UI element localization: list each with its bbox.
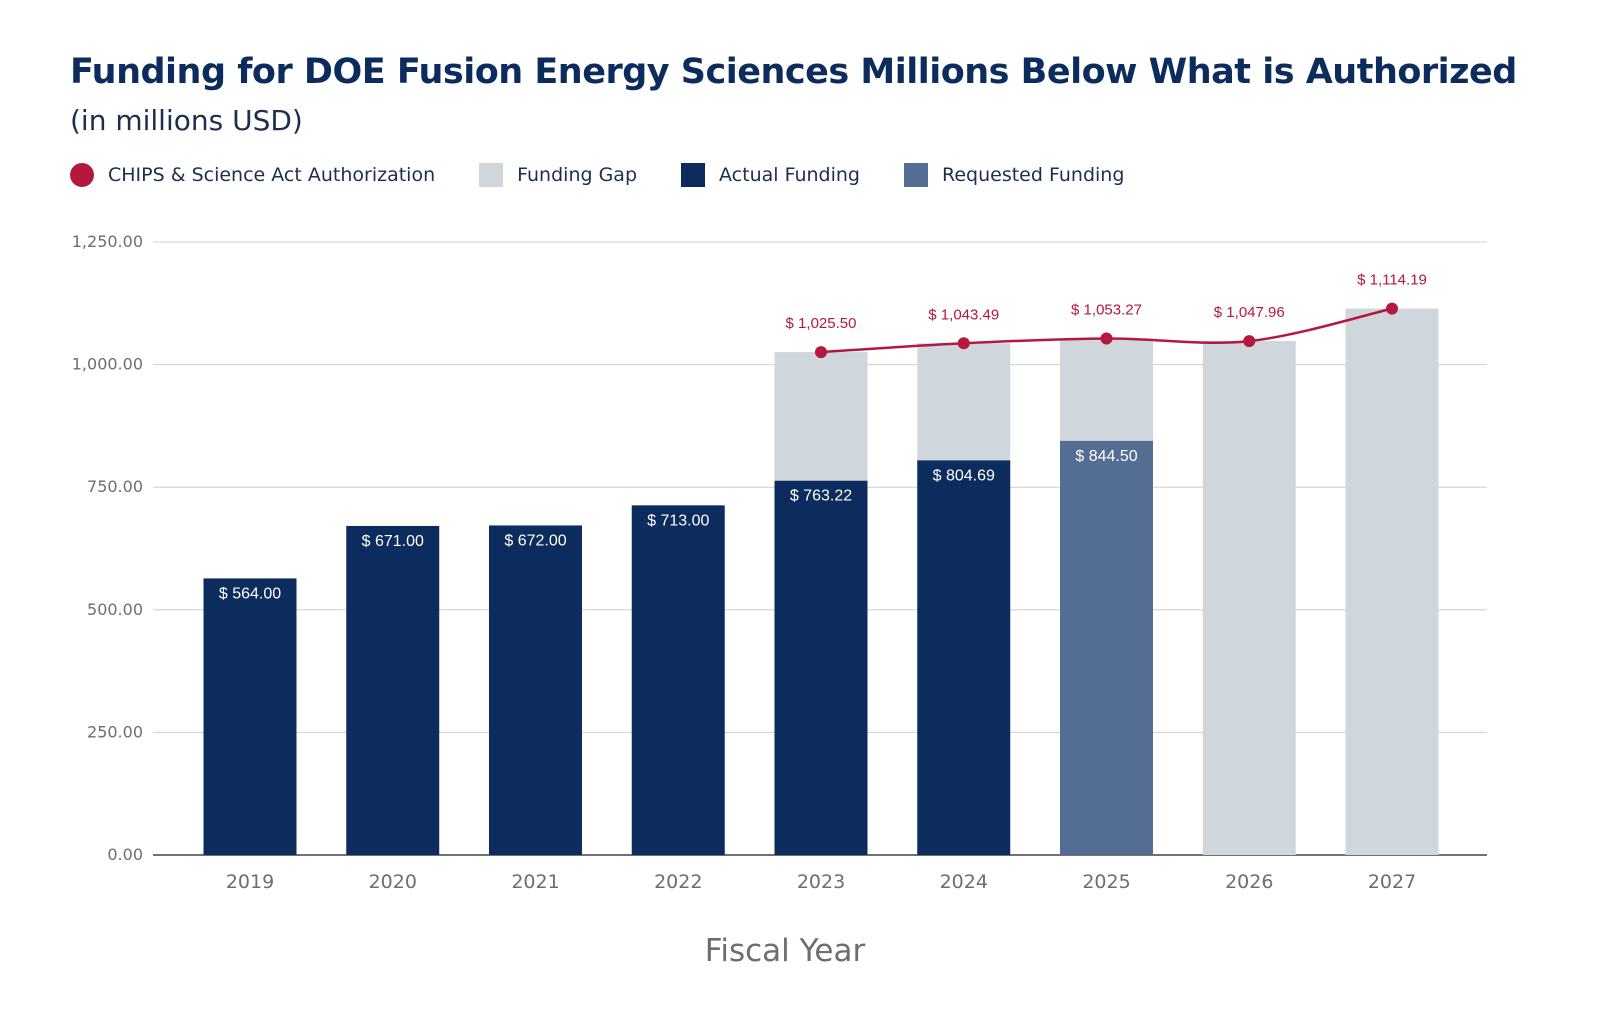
bar-actual-funding [203,578,297,855]
x-tick-label: 2025 [1082,871,1130,893]
legend-label-actual-funding: Actual Funding [719,164,860,186]
bar-actual-funding [489,525,582,855]
legend-item-actual-funding: Actual Funding [681,163,860,187]
legend-swatch-requested-funding [904,163,928,187]
legend-item-authorization: CHIPS & Science Act Authorization [70,163,435,187]
y-tick-label: 250.00 [87,722,143,741]
y-tick-label: 1,250.00 [72,232,143,251]
legend-swatch-actual-funding [681,163,706,187]
authorization-value-label: $ 1,053.27 [1071,301,1142,318]
authorization-point [1386,302,1398,315]
bar-value-label: $ 804.69 [933,467,995,484]
bar-funding-gap [917,343,1011,461]
authorization-point [957,337,970,350]
y-tick-label: 0.00 [107,845,143,864]
y-tick-label: 1,000.00 [72,355,143,374]
bar-actual-funding [774,480,868,855]
bar-funding-gap [774,352,868,481]
bar-funding-gap [1060,338,1153,441]
x-tick-label: 2024 [940,871,988,893]
bar-value-label: $ 671.00 [362,533,424,550]
authorization-value-label: $ 1,025.50 [786,315,857,332]
x-tick-label: 2022 [654,871,702,893]
chart-legend: CHIPS & Science Act Authorization Fundin… [70,160,1124,190]
x-tick-label: 2020 [369,871,417,893]
chart-subtitle: (in millions USD) [70,104,303,137]
authorization-point [815,346,827,359]
authorization-value-label: $ 1,043.49 [928,306,999,323]
y-tick-label: 750.00 [87,477,143,496]
bar-value-label: $ 564.00 [219,585,281,602]
bar-funding-gap [1202,341,1296,855]
legend-label-authorization: CHIPS & Science Act Authorization [108,164,436,186]
legend-swatch-funding-gap [479,163,504,187]
legend-label-requested-funding: Requested Funding [942,164,1125,186]
x-tick-label: 2027 [1368,871,1416,893]
bar-value-label: $ 672.00 [504,532,566,549]
bar-actual-funding [346,525,440,855]
bar-actual-funding [631,505,725,855]
authorization-value-label: $ 1,047.96 [1214,304,1285,321]
y-tick-label: 500.00 [87,600,143,619]
bar-value-label: $ 763.22 [790,488,852,505]
legend-item-funding-gap: Funding Gap [479,163,637,187]
legend-item-requested-funding: Requested Funding [904,163,1124,187]
x-tick-label: 2019 [226,871,274,893]
x-tick-label: 2023 [797,871,845,893]
x-tick-label: 2021 [511,871,559,893]
bar-value-label: $ 713.00 [647,512,709,529]
bar-actual-funding [917,460,1011,855]
authorization-point [1100,332,1113,345]
authorization-point [1243,335,1256,348]
bar-funding-gap [1345,308,1439,856]
bar-value-label: $ 844.50 [1075,448,1137,465]
legend-label-funding-gap: Funding Gap [517,164,638,186]
authorization-value-label: $ 1,114.19 [1357,272,1427,289]
x-axis-title: Fiscal Year [705,933,866,969]
chart-title: Funding for DOE Fusion Energy Sciences M… [70,52,1517,92]
legend-swatch-authorization [70,163,94,187]
x-tick-label: 2026 [1225,871,1273,893]
bar-requested-funding [1060,440,1153,855]
